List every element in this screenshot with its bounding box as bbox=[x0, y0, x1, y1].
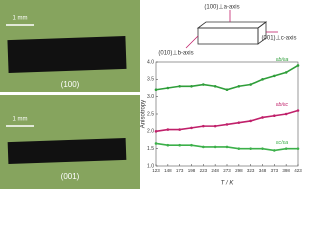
crystal bbox=[7, 137, 127, 165]
x-tick-label: 273 bbox=[223, 168, 231, 173]
data-point bbox=[261, 147, 264, 150]
y-tick-label: 1.0 bbox=[147, 163, 154, 169]
y-tick-label: 2.5 bbox=[147, 111, 154, 117]
data-point bbox=[225, 123, 229, 126]
data-point bbox=[202, 83, 205, 86]
arrow-b bbox=[185, 35, 199, 49]
series-line bbox=[155, 64, 299, 91]
box-top bbox=[196, 21, 268, 29]
data-point bbox=[249, 147, 252, 150]
face-label: (100) bbox=[61, 80, 80, 89]
data-point bbox=[213, 124, 217, 128]
data-point bbox=[225, 88, 229, 92]
x-tick-label: 223 bbox=[200, 168, 208, 173]
x-tick-label: 398 bbox=[282, 168, 290, 173]
data-point bbox=[190, 84, 193, 88]
chart: 1.0 1.5 2.0 2.5 3.0 3.5 4.0 123 148 173 198 223 248 2… bbox=[141, 57, 303, 187]
x-tick-label: 173 bbox=[176, 168, 184, 173]
data-point bbox=[225, 145, 229, 149]
x-axis-label: T / K bbox=[221, 181, 235, 187]
series-label: εb/εa bbox=[276, 57, 288, 63]
scale-label: 1 mm bbox=[13, 16, 28, 22]
y-tick-label: 2.0 bbox=[147, 129, 154, 135]
series-label: εc/εa bbox=[276, 140, 288, 146]
data-point bbox=[190, 126, 193, 130]
data-point bbox=[273, 114, 276, 118]
y-tick-label: 4.0 bbox=[147, 59, 154, 65]
x-tick-label: 423 bbox=[294, 168, 302, 173]
data-point bbox=[273, 149, 276, 152]
data-point bbox=[296, 109, 300, 112]
box-front bbox=[197, 27, 259, 45]
y-tick-label: 3.0 bbox=[147, 94, 154, 100]
data-point bbox=[273, 74, 276, 78]
data-point bbox=[249, 119, 252, 123]
figure: 1 mm (100) 1 mm (001) (100)⊥a-axis (010)… bbox=[0, 0, 303, 189]
diagram bbox=[185, 10, 278, 49]
data-point bbox=[249, 83, 252, 86]
diagram-label: (001)⊥c-axis bbox=[262, 35, 297, 42]
data-point bbox=[284, 147, 288, 150]
data-point bbox=[237, 121, 241, 124]
diagram-label: (100)⊥a-axis bbox=[204, 4, 239, 11]
x-tick-label: 298 bbox=[235, 168, 243, 173]
data-point bbox=[284, 71, 288, 74]
y-tick-label: 3.5 bbox=[147, 77, 154, 83]
photo-1: 1 mm (100) bbox=[0, 0, 140, 92]
data-point bbox=[261, 116, 264, 119]
box-side bbox=[257, 21, 267, 45]
data-point bbox=[261, 78, 264, 81]
x-tick-label: 248 bbox=[211, 168, 219, 173]
data-point bbox=[166, 128, 170, 131]
data-point bbox=[178, 143, 181, 147]
crystal bbox=[7, 35, 127, 74]
x-tick-label: 373 bbox=[271, 168, 279, 173]
scale-label: 1 mm bbox=[13, 117, 28, 123]
data-point bbox=[296, 147, 300, 150]
y-tick-label: 1.5 bbox=[147, 146, 154, 152]
data-point bbox=[202, 124, 205, 128]
data-point bbox=[213, 145, 217, 149]
data-point bbox=[213, 84, 217, 88]
x-tick-label: 123 bbox=[152, 168, 160, 173]
data-point bbox=[284, 112, 288, 116]
photo-2: 1 mm (001) bbox=[0, 95, 140, 189]
data-point bbox=[237, 84, 241, 88]
x-tick-label: 348 bbox=[259, 168, 267, 173]
x-tick-label: 323 bbox=[247, 168, 255, 173]
data-point bbox=[202, 145, 205, 149]
data-point bbox=[296, 64, 300, 67]
data-point bbox=[154, 142, 158, 145]
series-line bbox=[155, 109, 299, 133]
face-label: (001) bbox=[61, 172, 80, 181]
data-point bbox=[178, 128, 181, 131]
data-point bbox=[237, 147, 241, 150]
diagram-label: (010)⊥b-axis bbox=[158, 50, 193, 57]
y-axis-label: Anisotropy bbox=[141, 100, 147, 128]
data-point bbox=[190, 143, 193, 147]
data-point bbox=[154, 88, 158, 92]
data-point bbox=[166, 86, 170, 90]
data-point bbox=[178, 84, 181, 88]
data-point bbox=[154, 130, 158, 133]
x-tick-label: 148 bbox=[164, 168, 172, 173]
data-point bbox=[166, 143, 170, 147]
x-tick-label: 198 bbox=[188, 168, 196, 173]
series-label: εb/εc bbox=[276, 102, 288, 108]
